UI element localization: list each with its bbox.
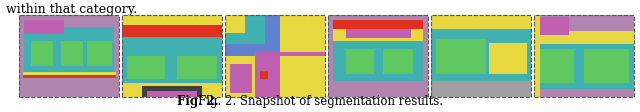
Bar: [534, 31, 634, 44]
Bar: [225, 15, 280, 56]
Bar: [127, 56, 165, 79]
Bar: [539, 49, 574, 83]
Bar: [333, 26, 423, 41]
Bar: [346, 28, 411, 38]
Bar: [328, 15, 428, 97]
Bar: [431, 15, 531, 29]
Bar: [584, 49, 628, 83]
Bar: [225, 15, 325, 97]
Text: Fig. 2.: Fig. 2.: [177, 95, 219, 108]
Bar: [31, 41, 53, 66]
Bar: [122, 15, 222, 97]
Bar: [225, 15, 245, 33]
Bar: [534, 15, 634, 97]
Bar: [328, 15, 428, 97]
Bar: [280, 56, 325, 97]
Bar: [61, 41, 83, 66]
Bar: [255, 52, 325, 97]
Bar: [122, 15, 222, 97]
Bar: [534, 38, 634, 89]
Bar: [122, 15, 222, 25]
Bar: [333, 35, 423, 81]
Bar: [333, 19, 423, 29]
Bar: [534, 15, 540, 97]
Bar: [122, 37, 222, 85]
Bar: [225, 15, 325, 97]
Bar: [24, 19, 64, 34]
Text: within that category.: within that category.: [6, 3, 138, 16]
Bar: [24, 27, 114, 77]
Bar: [230, 64, 252, 93]
Bar: [19, 15, 119, 97]
Bar: [19, 15, 119, 97]
Bar: [431, 27, 531, 81]
Bar: [122, 83, 222, 97]
Bar: [260, 71, 268, 79]
Bar: [346, 49, 374, 74]
Bar: [534, 15, 634, 97]
Bar: [431, 15, 531, 25]
Bar: [225, 60, 255, 97]
Bar: [142, 86, 202, 97]
Bar: [489, 43, 527, 74]
Bar: [87, 41, 112, 66]
Bar: [534, 17, 569, 35]
Bar: [177, 56, 217, 79]
Text: Fig. 2. Snapshot of segmentation results.: Fig. 2. Snapshot of segmentation results…: [198, 95, 442, 108]
Bar: [436, 39, 486, 74]
Bar: [147, 91, 197, 97]
Bar: [225, 15, 265, 44]
Bar: [431, 15, 531, 97]
Bar: [383, 49, 413, 74]
Bar: [431, 15, 531, 97]
Bar: [122, 25, 222, 37]
